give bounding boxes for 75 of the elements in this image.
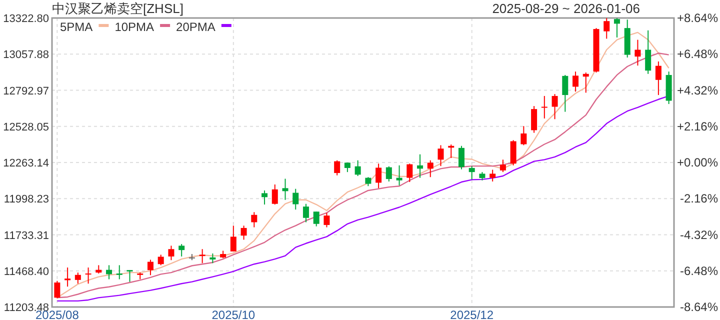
candlestick (396, 164, 402, 186)
candlestick (302, 203, 309, 223)
candlestick (438, 144, 444, 167)
candlestick (417, 154, 424, 178)
candlestick (85, 267, 92, 284)
candlestick (604, 18, 610, 40)
candlestick (645, 30, 652, 74)
y-tick-label: 11998.23 (4, 194, 49, 206)
y2-tick-label: +0.00% (676, 156, 718, 170)
chart-title: 中汉聚乙烯卖空[ZHSL] (52, 1, 184, 16)
y2-tick-label: -4.32% (680, 228, 718, 242)
candlestick (344, 162, 350, 173)
candlestick (468, 166, 475, 180)
candlestick (386, 166, 392, 182)
y-tick-label: 13322.80 (3, 13, 49, 25)
candlestick (251, 212, 258, 228)
y2-tick-label: -2.16% (680, 192, 718, 206)
candlestick (334, 160, 340, 176)
candlestick (147, 259, 154, 276)
y-tick-label: 12528.05 (3, 121, 49, 134)
candlestick (230, 225, 236, 252)
candlestick (510, 140, 516, 166)
y-tick-label: 12792.97 (3, 85, 49, 98)
candlestick (106, 264, 112, 280)
candlestick (313, 211, 320, 227)
candlestick (210, 252, 216, 264)
candlestick (158, 254, 164, 266)
legend-label: 5PMA (60, 20, 93, 34)
candlestick (292, 188, 299, 210)
candlestick (531, 106, 538, 134)
y2-tick-label: +4.32% (676, 83, 718, 98)
candlestick (282, 178, 288, 200)
candlestick (458, 145, 464, 170)
y-tick-label: 13057.88 (3, 49, 49, 62)
candlestick (262, 190, 268, 206)
legend-label: 20PMA (176, 20, 216, 34)
candlestick (655, 60, 662, 96)
y-tick-label: 11468.40 (4, 266, 49, 278)
candlestick (168, 245, 174, 261)
candlestick (178, 244, 185, 257)
candlestick (272, 184, 278, 206)
y2-tick-label: +6.48% (676, 47, 718, 62)
candlestick (365, 176, 372, 187)
candlestick (376, 163, 382, 189)
y2-tick-label: -8.64% (680, 300, 718, 314)
candlestick (572, 71, 579, 92)
x-tick-label: 2025/12 (450, 308, 494, 320)
candlestick (490, 169, 496, 182)
chart-subtitle: 2025-08-29 ~ 2026-01-06 (492, 1, 640, 16)
candlestick (614, 18, 620, 38)
candlestick (552, 94, 558, 120)
candlestick (54, 280, 60, 299)
candlestick (562, 74, 568, 112)
candlestick (582, 72, 589, 94)
y2-tick-label: +8.64% (676, 11, 718, 25)
x-tick-label: 2025/10 (212, 308, 256, 320)
y2-tick-label: -6.48% (680, 264, 718, 278)
candlestick (324, 212, 330, 228)
candlestick (427, 160, 434, 178)
candlestick (354, 160, 361, 177)
y-tick-label: 12263.14 (3, 158, 49, 170)
candlestick (500, 159, 506, 173)
candlestick (520, 126, 527, 146)
y2-tick-label: +2.16% (676, 119, 718, 134)
candlestick (240, 225, 247, 240)
y-tick-label: 11733.31 (4, 230, 49, 242)
candlestick (634, 39, 641, 66)
candlestick (126, 270, 133, 282)
candlestick (541, 95, 548, 119)
candlestick (199, 248, 206, 264)
candlestick (74, 272, 81, 284)
candlestick (406, 163, 413, 183)
candlestick (64, 267, 71, 288)
legend-label: 10PMA (114, 20, 154, 34)
candlestick (116, 264, 122, 280)
